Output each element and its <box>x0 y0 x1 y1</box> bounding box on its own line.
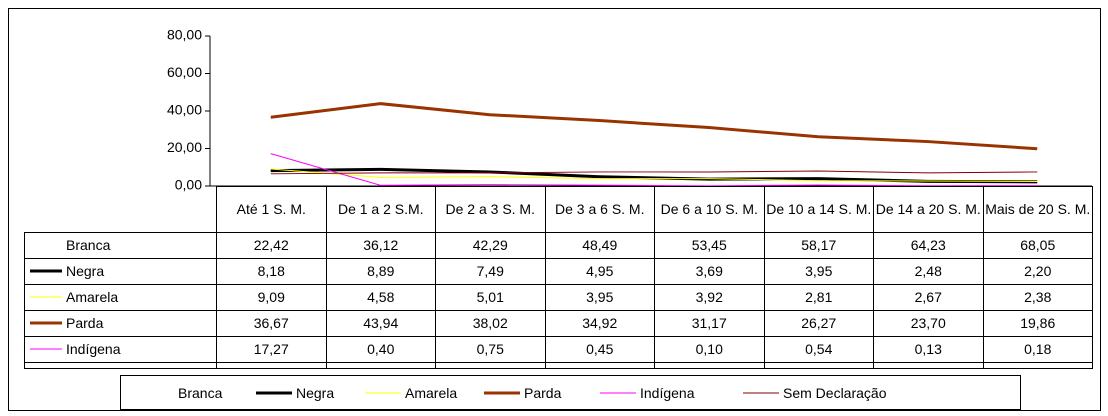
x-tick-label: De 10 a 14 S. M. <box>763 186 874 233</box>
legend-label: Amarela <box>405 385 458 401</box>
data-cell: 4,95 <box>544 258 655 285</box>
x-tick-label: Até 1 S. M. <box>216 186 327 233</box>
row-header <box>24 232 217 259</box>
data-cell: 8,89 <box>325 258 436 285</box>
data-cell: 2,81 <box>763 284 874 311</box>
data-cell: 53,45 <box>654 232 765 259</box>
data-cell <box>654 362 765 369</box>
data-cell <box>873 362 984 369</box>
row-header <box>24 310 217 337</box>
data-cell: 7,49 <box>435 258 546 285</box>
series-line <box>270 57 1038 145</box>
data-cell: 36,67 <box>216 310 327 337</box>
series-line <box>270 153 1038 187</box>
chart-frame <box>8 8 1101 411</box>
legend-label: Indígena <box>640 385 695 401</box>
data-cell: 26,27 <box>763 310 874 337</box>
x-tick-label: De 1 a 2 S.M. <box>325 186 436 233</box>
y-tick-label: 0,00 <box>175 177 202 193</box>
data-cell: 0,54 <box>763 336 874 363</box>
y-tick-label: 40,00 <box>167 102 202 118</box>
legend-box <box>120 375 1021 410</box>
y-tick-label: 80,00 <box>167 27 202 43</box>
data-cell: 0,13 <box>873 336 984 363</box>
data-cell: 58,17 <box>763 232 874 259</box>
data-cell: 2,38 <box>982 284 1093 311</box>
data-cell: 9,09 <box>216 284 327 311</box>
series-line <box>270 168 1038 183</box>
data-cell <box>216 362 327 369</box>
data-cell: 3,69 <box>654 258 765 285</box>
row-label: Branca <box>66 237 111 253</box>
data-cell: 0,75 <box>435 336 546 363</box>
x-tick-label: Mais de 20 S. M. <box>982 186 1093 233</box>
x-tick-label: De 3 a 6 S. M. <box>544 186 655 233</box>
data-cell: 3,92 <box>654 284 765 311</box>
data-cell: 34,92 <box>544 310 655 337</box>
row-label: Indígena <box>66 341 121 357</box>
data-cell: 2,48 <box>873 258 984 285</box>
data-cell: 2,20 <box>982 258 1093 285</box>
series-line <box>270 102 1038 151</box>
data-cell: 0,40 <box>325 336 436 363</box>
legend-label: Sem Declaração <box>783 385 887 401</box>
row-label: Parda <box>66 315 104 331</box>
data-cell <box>435 362 546 369</box>
legend-label: Branca <box>178 385 223 401</box>
x-tick-label: De 2 a 3 S. M. <box>435 186 546 233</box>
data-cell: 36,12 <box>325 232 436 259</box>
data-cell: 0,18 <box>982 336 1093 363</box>
data-cell: 42,29 <box>435 232 546 259</box>
data-cell: 38,02 <box>435 310 546 337</box>
data-cell: 17,27 <box>216 336 327 363</box>
data-cell: 0,10 <box>654 336 765 363</box>
data-cell: 5,01 <box>435 284 546 311</box>
data-cell <box>763 362 874 369</box>
y-tick-label: 20,00 <box>167 139 202 155</box>
row-header <box>24 258 217 285</box>
data-cell <box>982 362 1093 369</box>
row-label: Negra <box>66 263 105 279</box>
data-cell: 2,67 <box>873 284 984 311</box>
x-tick-label: De 14 a 20 S. M. <box>873 186 984 233</box>
data-cell: 48,49 <box>544 232 655 259</box>
data-cell <box>544 362 655 369</box>
data-cell: 3,95 <box>544 284 655 311</box>
row-header <box>24 284 217 311</box>
data-cell: 3,95 <box>763 258 874 285</box>
data-cell: 0,45 <box>544 336 655 363</box>
row-label: Amarela <box>66 289 119 305</box>
data-cell: 64,23 <box>873 232 984 259</box>
row-header <box>24 362 217 369</box>
legend-label: Negra <box>296 385 335 401</box>
data-cell: 22,42 <box>216 232 327 259</box>
data-cell: 31,17 <box>654 310 765 337</box>
x-tick-label: De 6 a 10 S. M. <box>654 186 765 233</box>
data-cell: 68,05 <box>982 232 1093 259</box>
series-line <box>270 167 1038 184</box>
data-cell: 19,86 <box>982 310 1093 337</box>
data-cell: 23,70 <box>873 310 984 337</box>
series-line <box>270 170 1038 175</box>
data-cell <box>325 362 436 369</box>
data-cell: 4,58 <box>325 284 436 311</box>
y-tick-label: 60,00 <box>167 64 202 80</box>
data-cell: 8,18 <box>216 258 327 285</box>
legend-label: Parda <box>524 385 562 401</box>
data-cell: 43,94 <box>325 310 436 337</box>
